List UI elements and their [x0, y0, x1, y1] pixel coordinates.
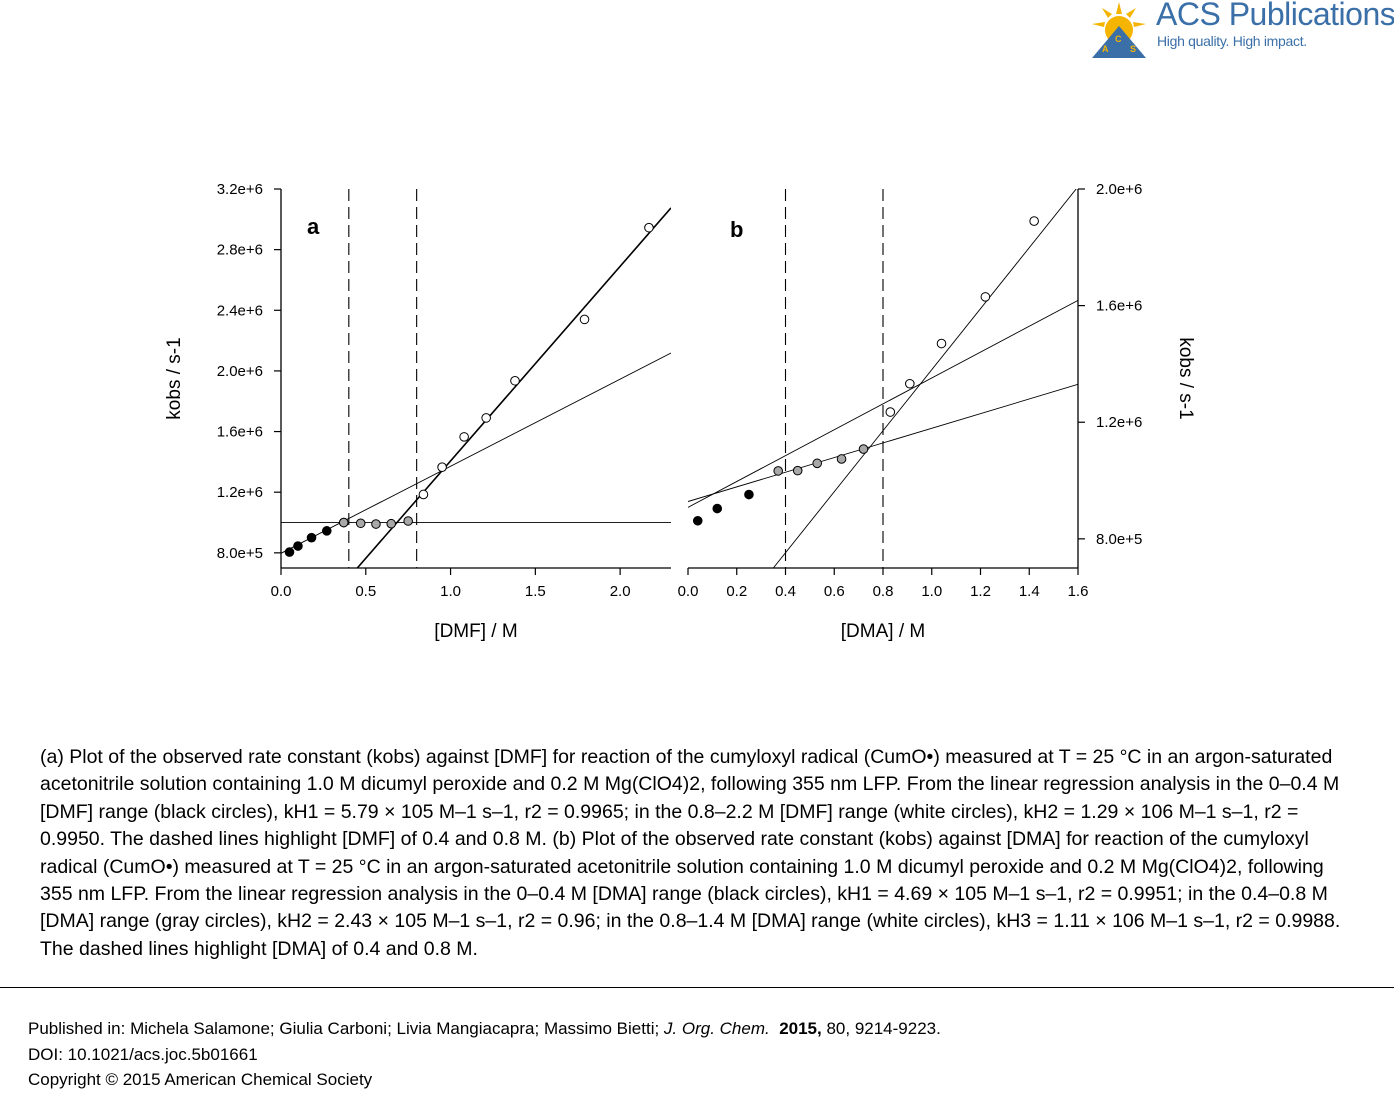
y-tick-label: 2.0e+6: [1096, 181, 1142, 198]
data-point: [744, 489, 754, 500]
regression-line: [772, 189, 1077, 568]
data-point: [306, 532, 317, 543]
y-axis-label: kobs / s-1: [1175, 337, 1196, 419]
kobs-figure: 0.0 0.5 1.0 1.5 2.0 8.0e+5 1.2e+6 1.6e+6 2.0e+6 2…: [164, 181, 1196, 642]
y-tick-label: 2.8e+6: [217, 242, 263, 259]
data-point: [712, 503, 723, 514]
y-tick-label: 2.4e+6: [217, 302, 263, 319]
data-point: [459, 432, 469, 442]
svg-text:A: A: [1102, 44, 1109, 54]
x-tick-label: 1.2: [970, 583, 991, 600]
data-point: [293, 541, 303, 551]
x-tick-label: 0.0: [271, 583, 292, 600]
y-tick-label: 8.0e+5: [217, 545, 263, 562]
data-point: [338, 517, 349, 528]
data-point: [980, 292, 991, 302]
x-tick-label: 1.6: [1068, 583, 1089, 600]
figure-caption: (a) Plot of the observed rate constant (…: [40, 744, 1350, 963]
data-point: [510, 375, 520, 386]
data-point: [885, 407, 896, 417]
citation-year: 2015,: [779, 1019, 822, 1038]
data-point: [355, 518, 366, 529]
panel-b-chart: 0.0 0.2 0.4 0.6 0.8 1.0 1.2 1.4 1.6 8.0e+5 1.2e+6 1…: [678, 181, 1196, 642]
x-tick-label: 0.4: [775, 583, 796, 600]
brand-name: ACS Publications: [1156, 0, 1394, 32]
caption-text: (a) Plot of the observed rate constant (…: [40, 746, 1341, 960]
svg-text:C: C: [1115, 34, 1122, 44]
data-point: [792, 465, 803, 476]
panel-letter: a: [307, 214, 320, 239]
data-point: [284, 547, 295, 557]
y-tick-label: 2.0e+6: [217, 363, 263, 380]
data-point: [1029, 216, 1039, 226]
regression-line: [356, 207, 671, 568]
citation-doi: DOI: 10.1021/acs.joc.5b01661: [28, 1044, 258, 1064]
plot-area: [688, 189, 1078, 568]
citation-volume-pages: 80, 9214-9223.: [821, 1019, 941, 1038]
citation-published: Published in: Michela Salamone; Giulia C…: [28, 1016, 941, 1042]
panel-a-chart: 0.0 0.5 1.0 1.5 2.0 8.0e+5 1.2e+6 1.6e+6 2.0e+6 2…: [164, 181, 671, 642]
x-tick-label: 2.0: [610, 583, 631, 600]
regression-line: [688, 299, 1078, 508]
data-point: [936, 338, 947, 349]
citation-journal: J. Org. Chem.: [663, 1019, 770, 1038]
x-axis-label: [DMF] / M: [434, 621, 517, 642]
svg-text:S: S: [1130, 44, 1136, 54]
citation-copyright: Copyright © 2015 American Chemical Socie…: [28, 1070, 373, 1089]
acs-logo: A C S: [1086, 0, 1386, 60]
x-tick-label: 0.0: [678, 583, 699, 600]
brand-tagline: High quality. High impact.: [1157, 33, 1307, 49]
x-tick-label: 1.0: [440, 583, 461, 600]
x-tick-label: 1.4: [1019, 583, 1040, 600]
y-tick-label: 1.2e+6: [1096, 414, 1142, 431]
citation-authors: Published in: Michela Salamone; Giulia C…: [28, 1019, 664, 1038]
data-point: [481, 413, 491, 423]
x-tick-label: 0.8: [873, 583, 894, 600]
data-point: [644, 222, 654, 233]
x-tick-label: 0.6: [824, 583, 845, 600]
data-point: [386, 518, 397, 529]
data-point: [418, 489, 429, 500]
y-tick-label: 8.0e+5: [1096, 531, 1142, 548]
data-point: [692, 515, 703, 526]
panel-letter: b: [730, 217, 743, 242]
data-point: [905, 378, 915, 389]
data-point: [858, 444, 869, 454]
citation-block: Published in: Michela Salamone; Giulia C…: [28, 1016, 941, 1093]
y-tick-label: 1.6e+6: [1096, 298, 1142, 315]
data-point: [579, 314, 590, 325]
data-point: [371, 519, 381, 529]
acs-emblem-icon: A C S: [1092, 2, 1146, 58]
x-tick-label: 0.5: [355, 583, 376, 600]
plot-area: [281, 189, 671, 568]
y-tick-label: 3.2e+6: [217, 181, 263, 198]
regression-line: [688, 383, 1078, 502]
x-tick-label: 0.2: [726, 583, 747, 600]
y-tick-label: 1.2e+6: [217, 484, 263, 501]
data-point: [403, 516, 413, 526]
x-axis-label: [DMA] / M: [841, 621, 925, 642]
data-point: [437, 462, 447, 472]
data-point: [836, 454, 847, 464]
data-point: [321, 526, 332, 536]
y-axis-label: kobs / s-1: [164, 337, 185, 419]
data-point: [812, 458, 822, 469]
x-tick-label: 1.0: [921, 583, 942, 600]
divider-line: [0, 987, 1394, 988]
x-tick-label: 1.5: [525, 583, 546, 600]
y-tick-label: 1.6e+6: [217, 424, 263, 441]
data-point: [773, 466, 783, 476]
